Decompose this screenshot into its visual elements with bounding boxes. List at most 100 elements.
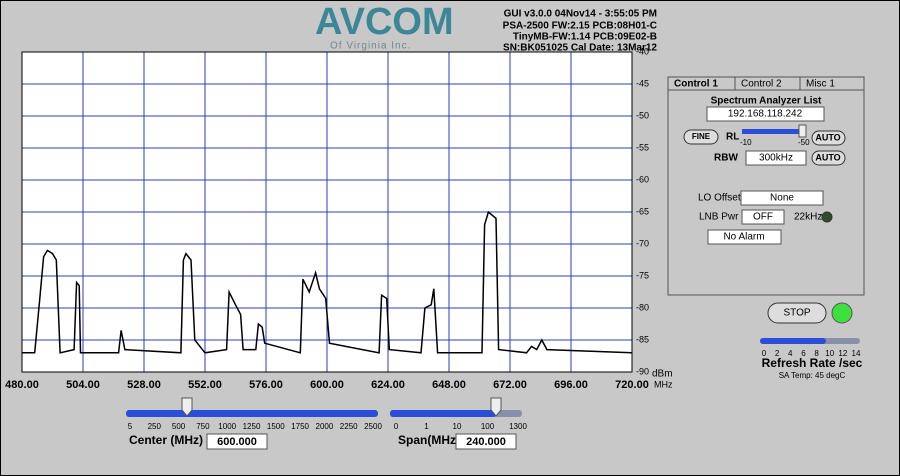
tab[interactable]: Control 1: [674, 79, 718, 90]
x-tick-label: 720.00: [615, 379, 649, 391]
info-line: TinyMB-FW:1.14 PCB:09E02-B: [513, 32, 657, 43]
y-tick-label: -90: [636, 366, 649, 376]
khz-led: [821, 211, 833, 223]
y-tick-label: -40: [636, 46, 649, 56]
slider-tick-label: 0: [394, 422, 399, 431]
status-led: [831, 302, 853, 324]
x-tick-label: 504.00: [66, 379, 100, 391]
y-tick-label: -55: [636, 142, 649, 152]
fine-button[interactable]: [683, 129, 719, 145]
slider-tick-label: 10: [453, 422, 462, 431]
slider-tick-label: 1750: [291, 422, 309, 431]
lo-field[interactable]: [740, 190, 824, 206]
span-thumb[interactable]: [490, 397, 502, 417]
slider-tick-label: 1250: [243, 422, 261, 431]
slider-tick-label: 2250: [340, 422, 358, 431]
slider-tick-label: 2500: [364, 422, 382, 431]
slider-tick-label: 2000: [316, 422, 334, 431]
ip-field[interactable]: [706, 106, 825, 122]
slider-tick-label: 0: [762, 349, 767, 358]
slider-tick-label: 750: [196, 422, 210, 431]
tab[interactable]: Control 2: [741, 79, 782, 90]
rbw-label: RBW: [714, 153, 738, 164]
span-label: Span(MHz): [398, 433, 460, 447]
khz-label: 22kHz: [794, 212, 822, 223]
ip: 192.168.118.242: [728, 109, 803, 120]
y-tick-label: -65: [636, 206, 649, 216]
slider-tick-label: 12: [838, 349, 847, 358]
rbw-value: 300kHz: [759, 153, 793, 164]
x-tick-label: 696.00: [554, 379, 588, 391]
rl-max: -50: [798, 138, 810, 147]
center-track[interactable]: [126, 410, 378, 417]
y-tick-label: -45: [636, 78, 649, 88]
auto: AUTO: [815, 132, 840, 142]
lo-label: LO Offset: [698, 193, 741, 204]
alarm: No Alarm: [723, 232, 764, 243]
y-tick-label: -80: [636, 302, 649, 312]
lnb-field[interactable]: [741, 209, 785, 225]
slider-tick-label: 1000: [218, 422, 236, 431]
y-tick-label: -60: [636, 174, 649, 184]
x-tick-label: 576.00: [249, 379, 283, 391]
auto-button[interactable]: [811, 150, 846, 166]
rl-min: -10: [740, 138, 752, 147]
rl-thumb[interactable]: [798, 124, 807, 138]
refresh-fill: [760, 338, 826, 344]
logo-sub: Of Virginia Inc.: [330, 41, 411, 52]
slider-tick-label: 8: [814, 349, 819, 358]
lo-value: None: [770, 193, 794, 204]
alarm-field: [707, 229, 782, 245]
y-tick-label: -50: [636, 110, 649, 120]
span-field[interactable]: [455, 433, 517, 450]
slider-tick-label: 2: [775, 349, 780, 358]
rl-slider[interactable]: [742, 129, 806, 134]
sa-temp: SA Temp: 45 degC: [779, 371, 846, 380]
x-tick-label: 672.00: [493, 379, 527, 391]
refresh-label: Refresh Rate /sec: [762, 356, 863, 370]
logo: AVCOM: [315, 1, 454, 43]
x-tick-label: 624.00: [371, 379, 405, 391]
slider-tick-label: 1300: [509, 422, 527, 431]
tab-outline: [667, 76, 865, 90]
stop: STOP: [783, 308, 810, 319]
center-label: Center (MHz): [129, 433, 203, 447]
slider-tick-label: 6: [801, 349, 806, 358]
slider-tick-label: 4: [788, 349, 793, 358]
slider-tick-label: 14: [852, 349, 861, 358]
x-tick-label: 480.00: [5, 379, 39, 391]
tab[interactable]: Misc 1: [806, 79, 835, 90]
rbw-field[interactable]: [745, 150, 807, 166]
y-unit: dBm: [652, 369, 673, 380]
info-line: GUI v3.0.0 04Nov14 - 3:55:05 PM: [504, 9, 657, 20]
auto-button[interactable]: [811, 130, 846, 146]
center-thumb[interactable]: [181, 397, 193, 417]
auto: AUTO: [815, 152, 840, 162]
plot-border: [21, 51, 633, 373]
x-tick-label: 600.00: [310, 379, 344, 391]
x-tick-label: 528.00: [127, 379, 161, 391]
slider-tick-label: 100: [481, 422, 495, 431]
list-label: Spectrum Analyzer List: [711, 96, 822, 107]
slider-tick-label: 1: [424, 422, 429, 431]
slider-tick-label: 10: [825, 349, 834, 358]
slider-tick-label: 500: [172, 422, 186, 431]
y-tick-label: -70: [636, 238, 649, 248]
y-tick-label: -75: [636, 270, 649, 280]
slider-tick-label: 5: [128, 422, 133, 431]
y-tick-label: -85: [636, 334, 649, 344]
trace: [22, 210, 633, 354]
lnb-value: OFF: [753, 212, 773, 223]
info-line: SN:BK051025 Cal Date: 13Mar12: [503, 43, 657, 54]
fine: FINE: [692, 132, 711, 141]
x-tick-label: 552.00: [188, 379, 222, 391]
center-field[interactable]: [206, 433, 268, 450]
slider-tick-label: 1500: [267, 422, 285, 431]
rl-label: RL: [726, 132, 739, 143]
span-fill: [390, 410, 496, 417]
x-unit: MHz: [654, 379, 673, 389]
x-tick-label: 648.00: [432, 379, 466, 391]
info-line: PSA-2500 FW:2.15 PCB:08H01-C: [503, 21, 657, 32]
stop-button[interactable]: [767, 302, 827, 324]
